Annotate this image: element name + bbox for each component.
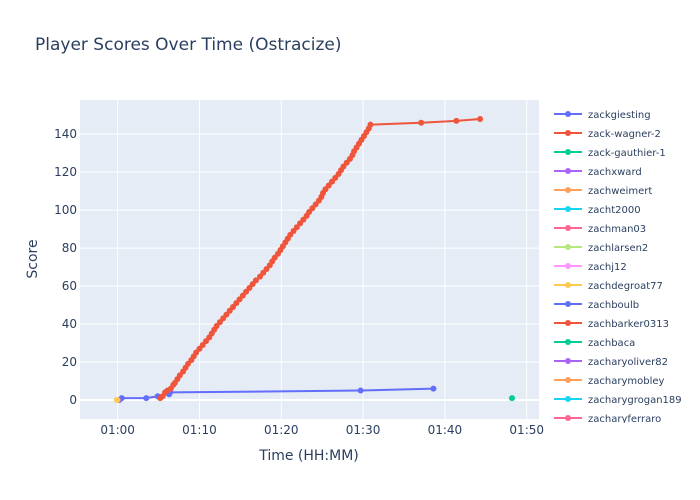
series-zack-wagner-2	[157, 115, 484, 402]
series-zack-gauthier-1	[509, 395, 515, 402]
x-tick-label: 01:30	[346, 423, 381, 437]
x-axis-title: Time (HH:MM)	[258, 448, 359, 464]
data-point	[418, 119, 425, 126]
data-point	[143, 395, 150, 402]
legend-label: zachweimert	[588, 186, 652, 197]
plot-area: 0 20 40 60 80 100 120 140 01:00 01:10 01:20 01:30 01…	[54, 100, 544, 437]
legend-swatch-marker	[565, 111, 571, 117]
legend-swatch-marker	[565, 130, 571, 136]
legend-item: zachbaca	[554, 338, 635, 349]
legend-label: zachbaca	[588, 338, 635, 349]
y-tick-label: 60	[62, 279, 77, 293]
legend-item: zachboulb	[554, 300, 639, 311]
data-point	[252, 277, 259, 284]
data-point	[430, 385, 437, 392]
x-tick-label: 01:50	[509, 423, 544, 437]
legend-item: zachbarker0313	[554, 319, 669, 330]
data-point	[453, 117, 460, 124]
chart-title: Player Scores Over Time (Ostracize)	[35, 35, 342, 55]
legend-item: zacharygrogan189	[554, 395, 682, 406]
y-tick-label: 40	[62, 317, 77, 331]
legend-swatch-marker	[565, 320, 571, 326]
legend-swatch-marker	[565, 358, 571, 364]
y-tick-label: 80	[62, 241, 77, 255]
legend-swatch-marker	[565, 301, 571, 307]
legend-item: zack-wagner-2	[554, 129, 661, 140]
legend-swatch-marker	[565, 168, 571, 174]
legend-swatch-marker	[565, 377, 571, 383]
legend-label: zachxward	[588, 167, 642, 178]
legend-label: zack-wagner-2	[588, 129, 661, 140]
legend-label: zachbarker0313	[588, 319, 669, 330]
legend-swatch-marker	[565, 187, 571, 193]
y-tick-label: 120	[54, 165, 77, 179]
data-point	[509, 395, 515, 402]
y-tick-label: 100	[54, 203, 77, 217]
legend-label: zacharymobley	[588, 376, 665, 387]
x-tick-label: 01:20	[264, 423, 299, 437]
legend-swatch-marker	[565, 225, 571, 231]
legend-item: zachj12	[554, 262, 627, 273]
legend-label: zachdegroat77	[588, 281, 663, 292]
x-tick-label: 01:40	[428, 423, 463, 437]
series-zachdegroat77	[113, 397, 120, 404]
legend-swatch-marker	[565, 396, 571, 402]
legend-swatch-marker	[565, 282, 571, 288]
legend-item: zacht2000	[554, 205, 641, 216]
legend-item: zachxward	[554, 167, 642, 178]
legend-swatch-marker	[565, 244, 571, 250]
legend-swatch-marker	[565, 263, 571, 269]
legend-label: zacharyoliver82	[588, 357, 668, 368]
x-tick-label: 01:00	[100, 423, 135, 437]
y-axis-title: Score	[25, 239, 41, 278]
legend-label: zacharygrogan189	[588, 395, 682, 406]
legend-item: zack-gauthier-1	[554, 148, 666, 159]
legend-swatch-marker	[565, 339, 571, 345]
legend-swatch-marker	[565, 149, 571, 155]
legend-item: zachlarsen2	[554, 243, 648, 254]
legend: zackgiesting zack-wagner-2 zack-gauthier-1…	[554, 110, 682, 425]
legend-label: zacharyferraro	[588, 414, 661, 425]
legend-item: zacharyferraro	[554, 414, 661, 425]
legend-item: zacharyoliver82	[554, 357, 668, 368]
legend-label: zachman03	[588, 224, 646, 235]
legend-label: zack-gauthier-1	[588, 148, 666, 159]
data-point	[367, 121, 374, 128]
legend-label: zackgiesting	[588, 110, 651, 121]
legend-swatch-marker	[565, 206, 571, 212]
data-point	[357, 387, 364, 394]
legend-label: zacht2000	[588, 205, 641, 216]
legend-label: zachlarsen2	[588, 243, 648, 254]
plot-background	[80, 100, 539, 419]
legend-item: zachdegroat77	[554, 281, 663, 292]
legend-item: zackgiesting	[554, 110, 651, 121]
y-tick-label: 0	[69, 393, 77, 407]
legend-item: zachman03	[554, 224, 646, 235]
legend-item: zachweimert	[554, 186, 652, 197]
legend-label: zachboulb	[588, 300, 639, 311]
x-tick-label: 01:10	[182, 423, 217, 437]
data-point	[477, 115, 484, 122]
data-point	[113, 397, 120, 404]
legend-swatch-marker	[565, 415, 571, 421]
legend-item: zacharymobley	[554, 376, 665, 387]
y-tick-label: 140	[54, 127, 77, 141]
legend-items: zackgiesting zack-wagner-2 zack-gauthier-1…	[554, 110, 682, 425]
legend-label: zachj12	[588, 262, 627, 273]
y-tick-label: 20	[62, 355, 77, 369]
